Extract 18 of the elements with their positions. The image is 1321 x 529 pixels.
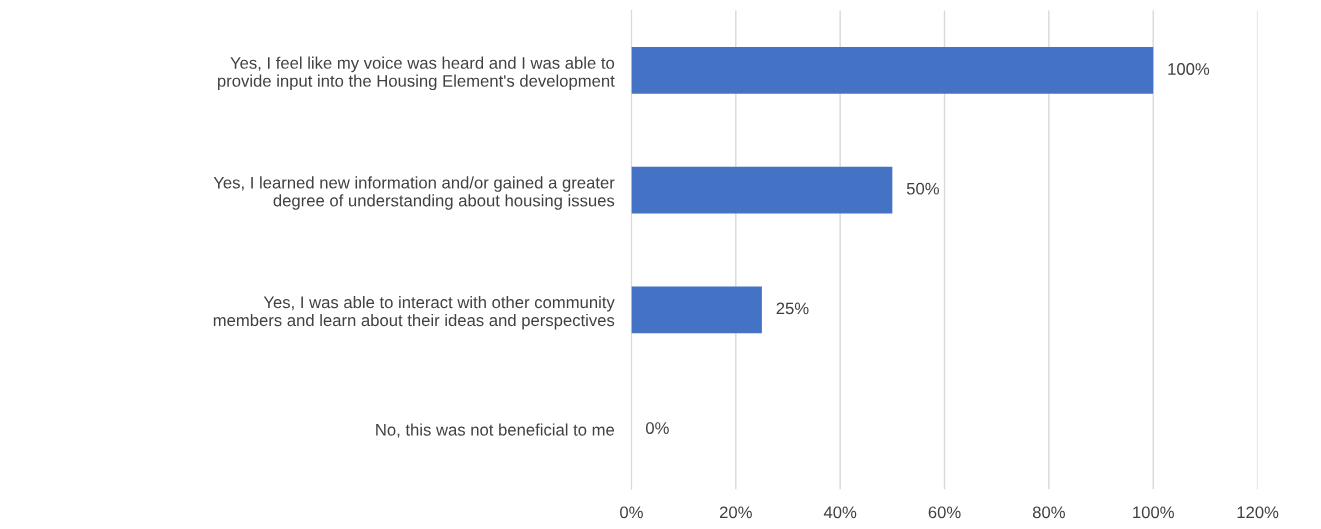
y-tick-label: Yes, I was able to interact with other community members and learn about their ideas and perspectives <box>213 295 615 330</box>
x-tick-label: 80% <box>1032 506 1065 519</box>
data-label: 0% <box>645 422 669 434</box>
y-tick-label: Yes, I feel like my voice was heard and I was able to provide input into the Housing Element's development <box>218 56 615 91</box>
data-label: 25% <box>776 302 809 315</box>
x-tick-label: 60% <box>928 506 961 519</box>
x-tick-label: 120% <box>1237 506 1279 519</box>
data-label: 100% <box>1168 63 1210 75</box>
y-tick-label: No, this was not beneficial to me <box>376 423 615 438</box>
data-label: 50% <box>906 182 939 195</box>
x-tick-label: 0% <box>620 506 643 519</box>
x-tick-label: 40% <box>823 506 857 519</box>
bar <box>631 166 893 214</box>
x-tick-label: 20% <box>719 506 752 519</box>
bar <box>631 47 1154 94</box>
y-tick-label: Yes, I learned new information and/or gained a greater degree of understanding about housing issues <box>213 176 615 210</box>
bar <box>631 286 762 334</box>
x-tick-label: 100% <box>1133 506 1174 519</box>
